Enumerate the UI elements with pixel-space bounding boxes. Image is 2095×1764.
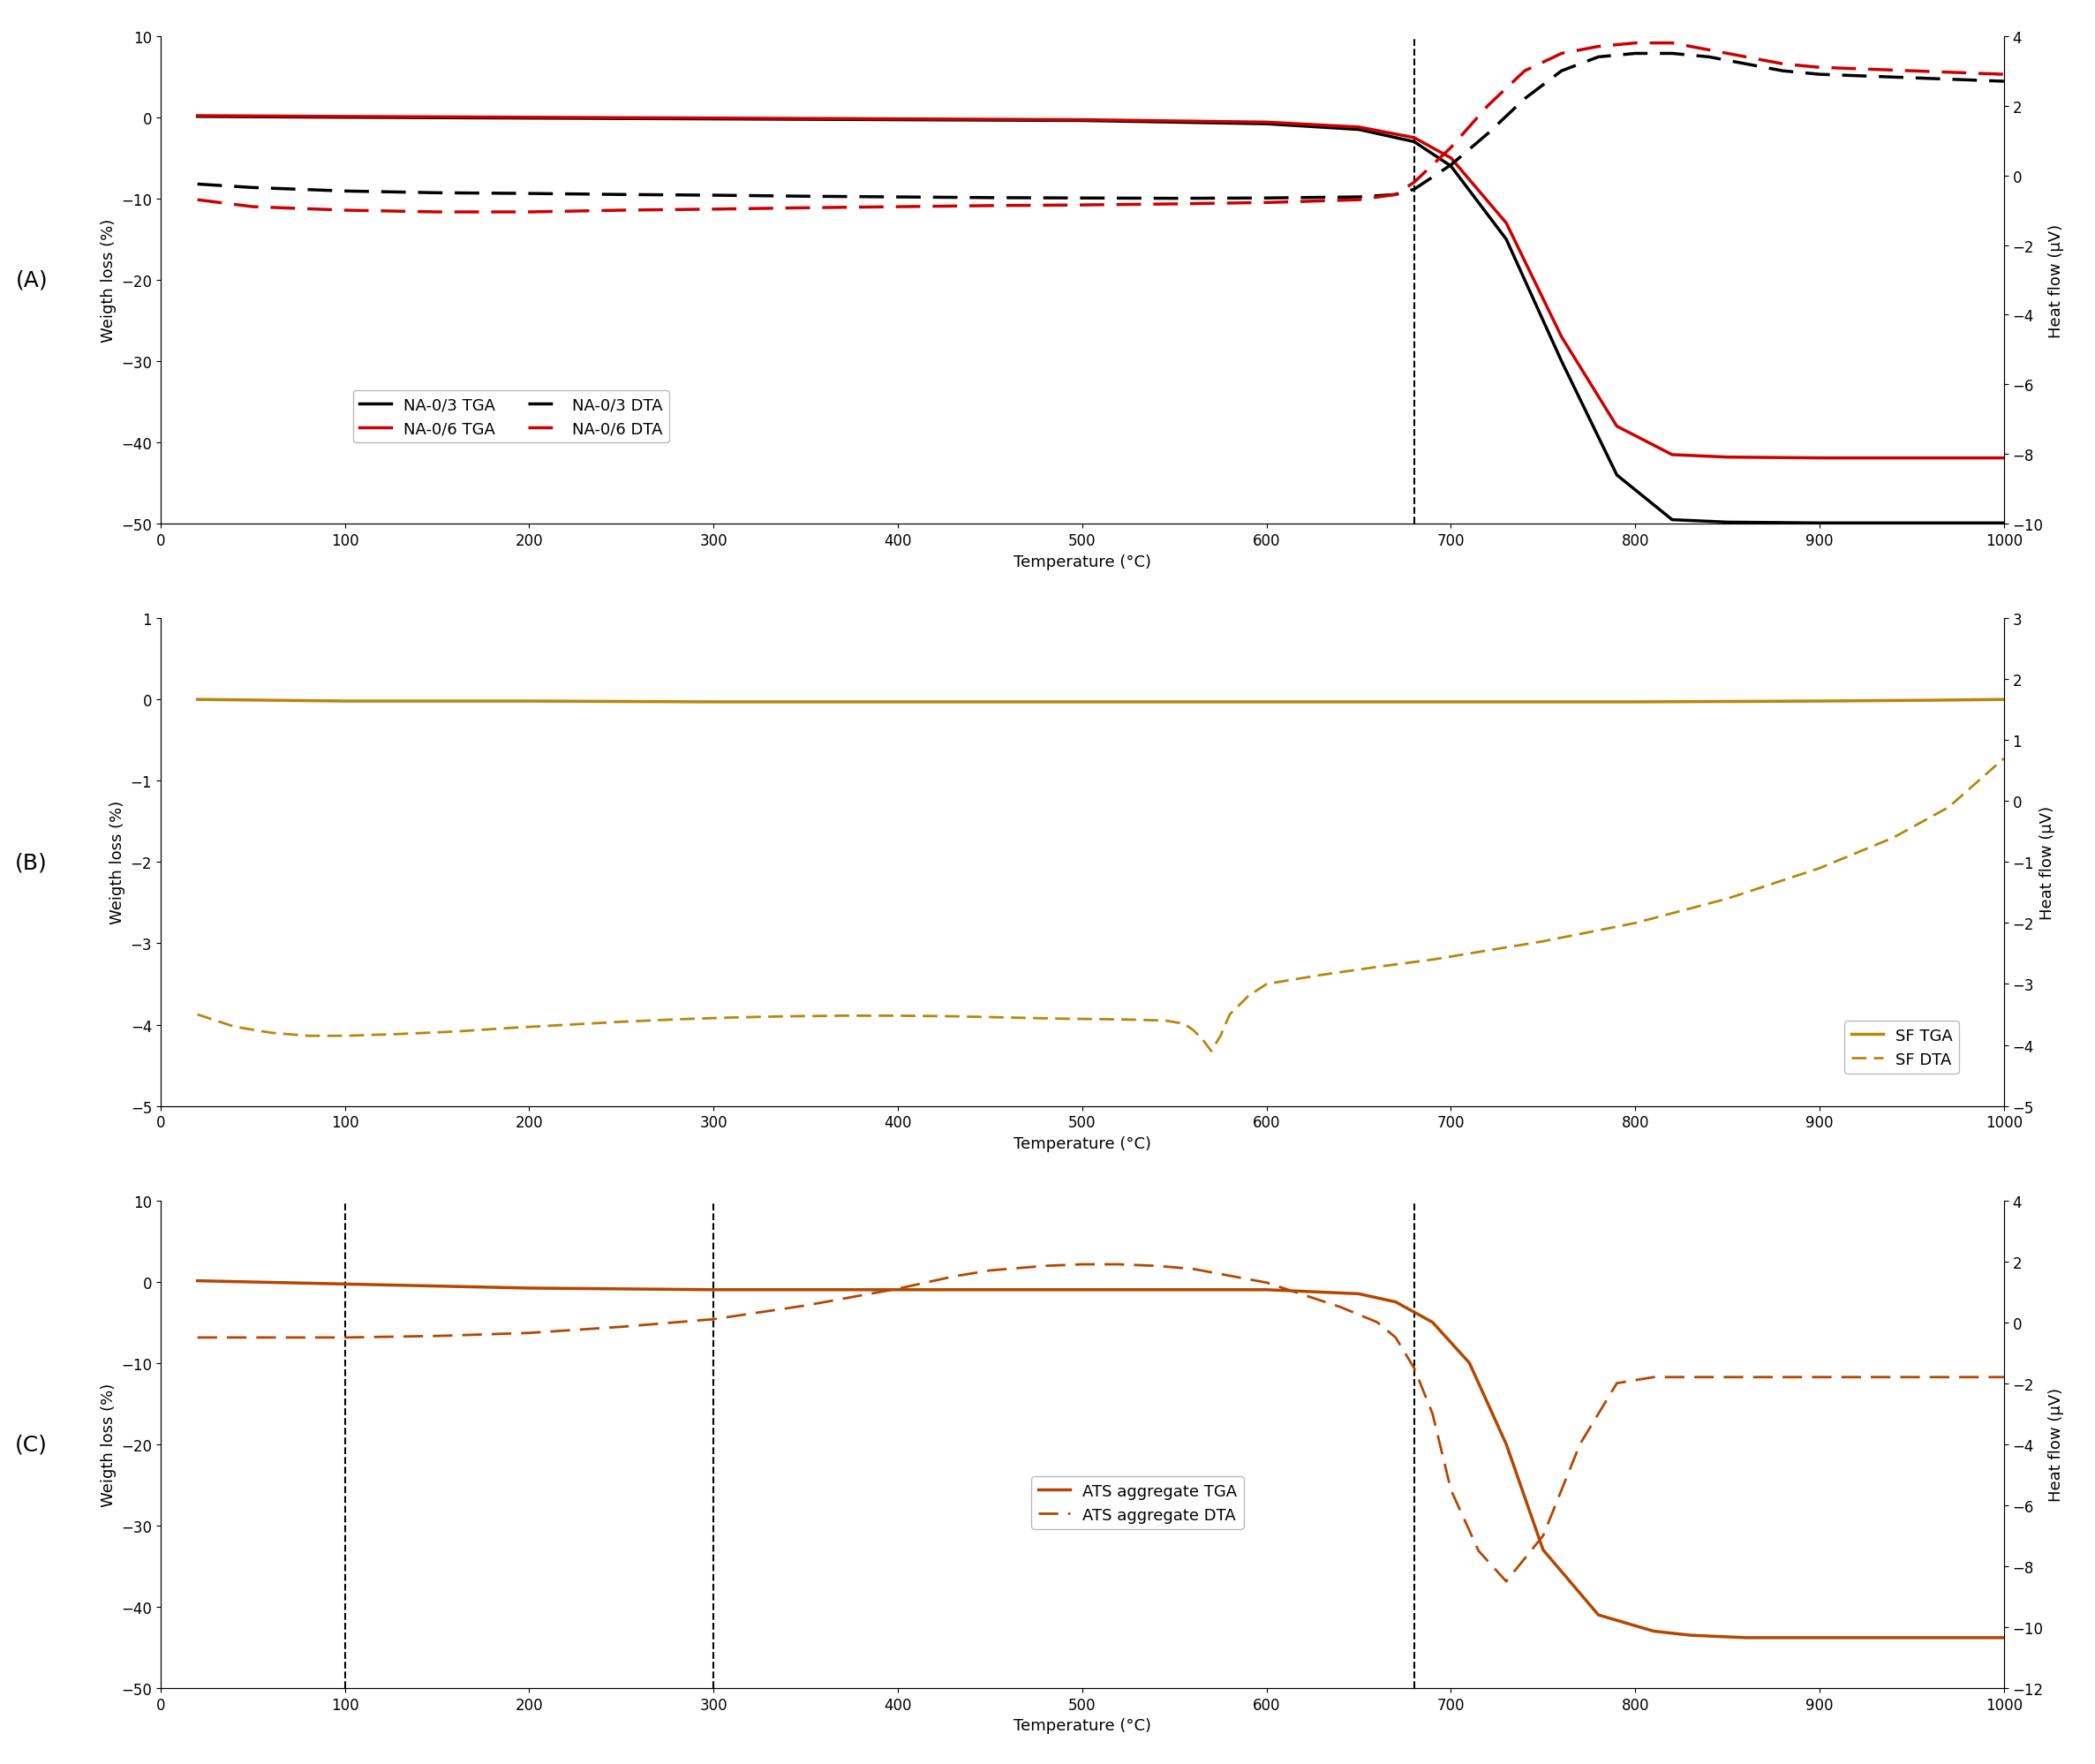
Legend: NA-0/3 TGA, NA-0/6 TGA, NA-0/3 DTA, NA-0/6 DTA: NA-0/3 TGA, NA-0/6 TGA, NA-0/3 DTA, NA-0… <box>352 392 668 443</box>
X-axis label: Temperature (°C): Temperature (°C) <box>1014 554 1150 570</box>
Legend: ATS aggregate TGA, ATS aggregate DTA: ATS aggregate TGA, ATS aggregate DTA <box>1031 1476 1244 1529</box>
X-axis label: Temperature (°C): Temperature (°C) <box>1014 1136 1150 1152</box>
Y-axis label: Weigth loss (%): Weigth loss (%) <box>101 1383 115 1506</box>
Text: (A): (A) <box>15 270 48 291</box>
Y-axis label: Weigth loss (%): Weigth loss (%) <box>101 219 115 342</box>
Text: (B): (B) <box>15 852 48 873</box>
Legend: SF TGA, SF DTA: SF TGA, SF DTA <box>1844 1021 1959 1074</box>
Text: (C): (C) <box>15 1434 48 1455</box>
X-axis label: Temperature (°C): Temperature (°C) <box>1014 1718 1150 1734</box>
Y-axis label: Heat flow (μV): Heat flow (μV) <box>2049 224 2064 337</box>
Y-axis label: Weigth loss (%): Weigth loss (%) <box>109 801 126 924</box>
Y-axis label: Heat flow (μV): Heat flow (μV) <box>2038 806 2055 919</box>
Y-axis label: Heat flow (μV): Heat flow (μV) <box>2049 1387 2064 1501</box>
